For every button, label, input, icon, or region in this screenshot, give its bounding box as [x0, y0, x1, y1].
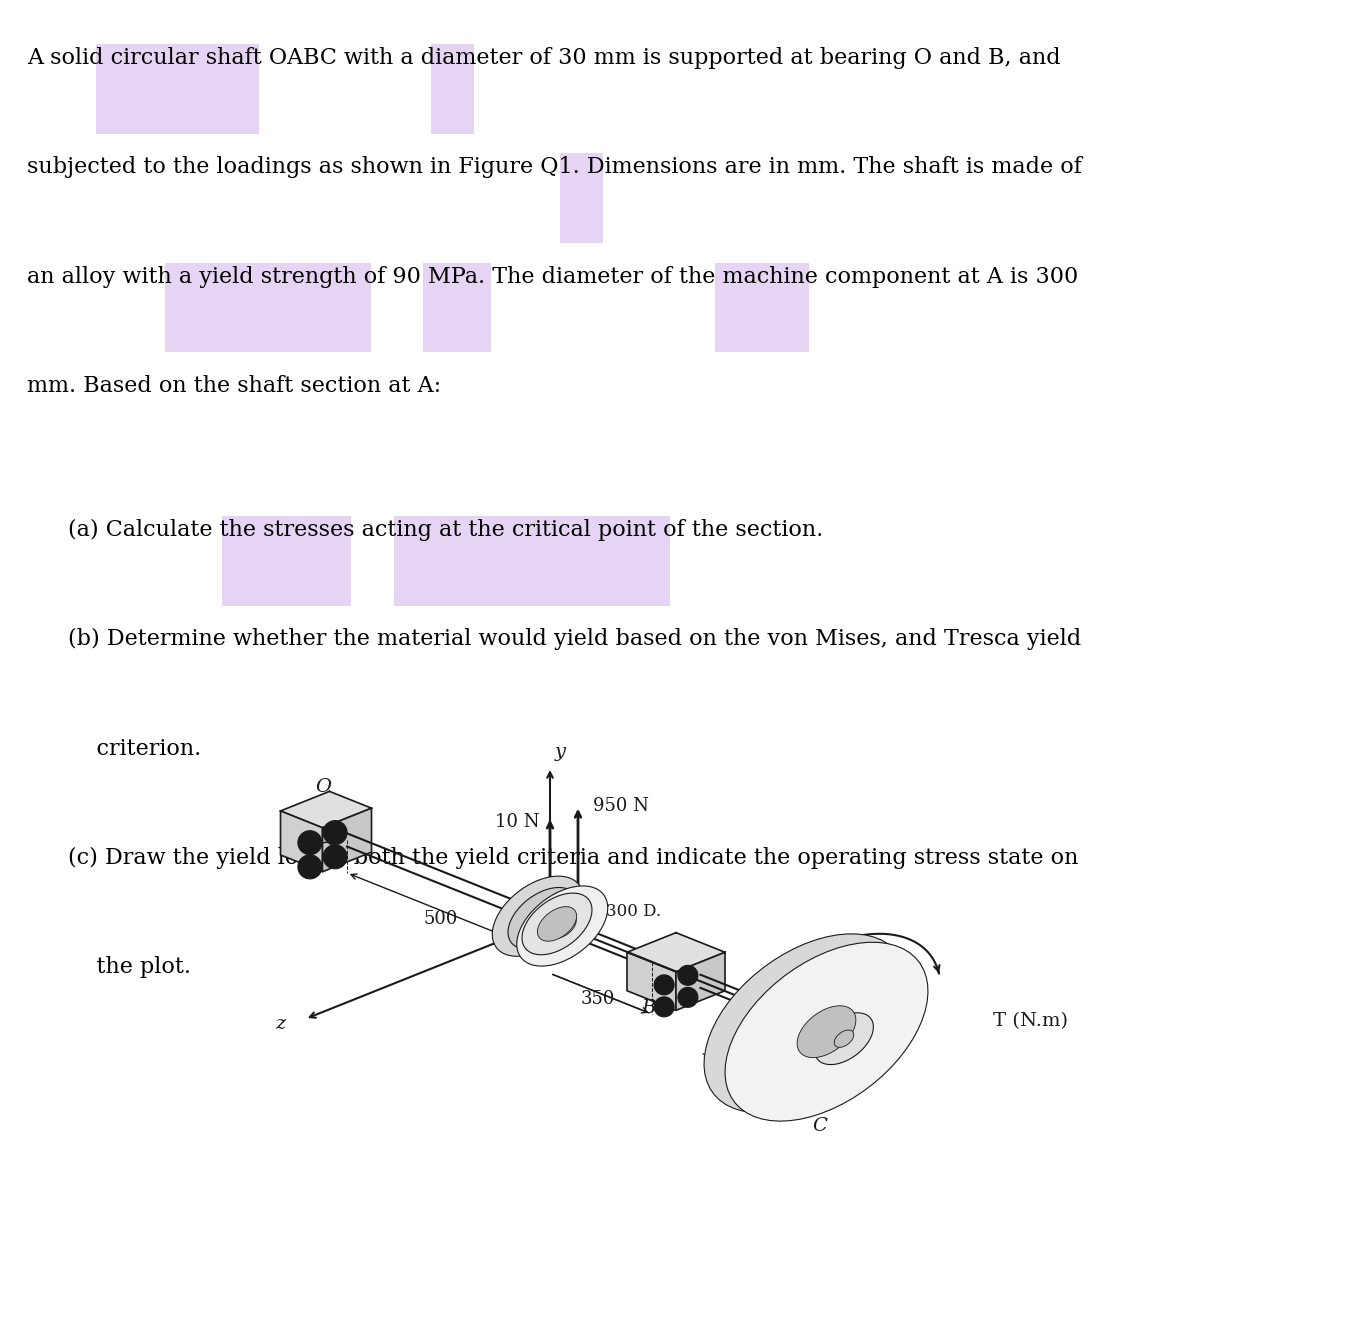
Polygon shape — [280, 791, 371, 827]
Text: (b) Determine whether the material would yield based on the von Mises, and Tresc: (b) Determine whether the material would… — [68, 629, 1080, 650]
Bar — [96, 44, 259, 134]
Bar — [561, 153, 603, 243]
Polygon shape — [758, 991, 818, 1042]
Circle shape — [678, 987, 697, 1007]
Polygon shape — [834, 1030, 854, 1047]
Circle shape — [324, 821, 347, 845]
Polygon shape — [548, 913, 577, 939]
Polygon shape — [280, 811, 322, 872]
Circle shape — [324, 845, 347, 869]
Circle shape — [298, 854, 322, 878]
Text: A: A — [536, 951, 550, 970]
Text: 300 D.: 300 D. — [607, 902, 661, 920]
Text: y: y — [555, 743, 566, 762]
Polygon shape — [815, 1012, 873, 1065]
Text: C: C — [812, 1117, 827, 1134]
Polygon shape — [724, 943, 927, 1121]
Polygon shape — [798, 1006, 856, 1058]
Text: an alloy with a yield strength of 90 MPa. The diameter of the machine component : an alloy with a yield strength of 90 MPa… — [27, 266, 1078, 287]
Bar — [222, 516, 352, 606]
Bar — [165, 263, 371, 353]
Text: 350: 350 — [581, 990, 615, 1008]
Polygon shape — [493, 876, 584, 956]
Text: 500: 500 — [424, 911, 458, 928]
Text: 950 N: 950 N — [593, 797, 649, 815]
Text: z: z — [275, 1015, 286, 1033]
Polygon shape — [322, 809, 371, 872]
Polygon shape — [508, 888, 578, 949]
Circle shape — [654, 975, 674, 995]
Bar — [431, 44, 474, 134]
Polygon shape — [627, 952, 676, 1010]
Text: (c) Draw the yield loci of both the yield criteria and indicate the operating st: (c) Draw the yield loci of both the yiel… — [68, 846, 1078, 869]
Bar — [394, 516, 670, 606]
Text: criterion.: criterion. — [68, 738, 200, 759]
Text: x: x — [806, 1015, 816, 1033]
Text: 10 N: 10 N — [496, 813, 539, 830]
Circle shape — [678, 966, 697, 986]
Text: O: O — [315, 778, 332, 795]
Text: subjected to the loadings as shown in Figure Q1. Dimensions are in mm. The shaft: subjected to the loadings as shown in Fi… — [27, 157, 1082, 178]
Circle shape — [654, 996, 674, 1016]
Bar — [715, 263, 810, 353]
Text: (a) Calculate the stresses acting at the critical point of the section.: (a) Calculate the stresses acting at the… — [68, 519, 823, 542]
Circle shape — [298, 830, 322, 854]
Text: A solid circular shaft OABC with a diameter of 30 mm is supported at bearing O a: A solid circular shaft OABC with a diame… — [27, 47, 1060, 70]
Polygon shape — [676, 952, 724, 1010]
Text: the plot.: the plot. — [68, 956, 191, 978]
Polygon shape — [538, 907, 577, 941]
Text: B: B — [640, 999, 655, 1016]
Text: T (N.m): T (N.m) — [992, 1012, 1068, 1030]
Text: 325: 325 — [738, 1073, 773, 1090]
Polygon shape — [704, 933, 907, 1113]
Polygon shape — [627, 933, 724, 972]
Polygon shape — [523, 893, 592, 955]
Bar — [422, 263, 492, 353]
Text: mm. Based on the shaft section at A:: mm. Based on the shaft section at A: — [27, 374, 441, 397]
Polygon shape — [517, 886, 608, 966]
